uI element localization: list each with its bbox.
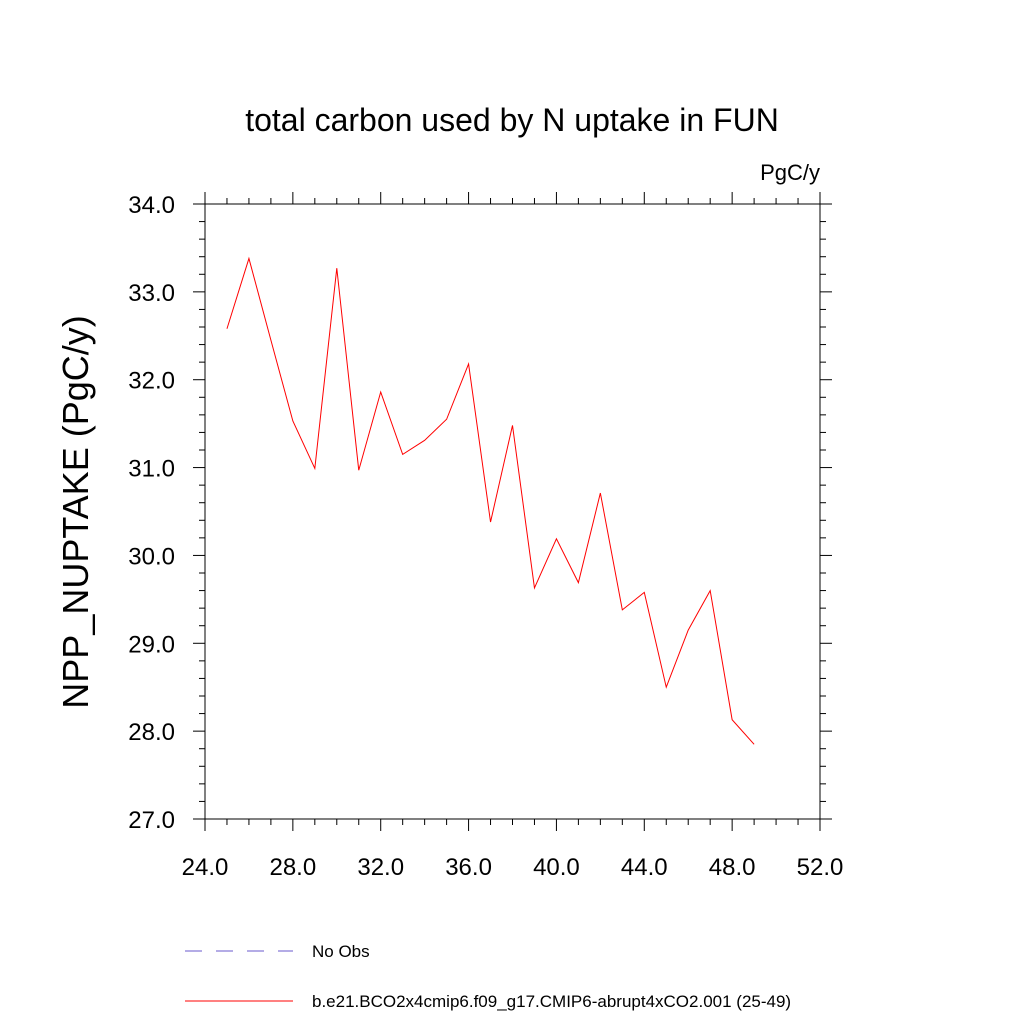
x-tick-label: 40.0	[533, 854, 580, 881]
x-tick-label: 36.0	[445, 854, 492, 881]
x-tick-label: 48.0	[709, 854, 756, 881]
y-tick-label: 30.0	[128, 543, 175, 570]
y-axis-label: NPP_NUPTAKE (PgC/y)	[55, 315, 96, 708]
legend-label: b.e21.BCO2x4cmip6.f09_g17.CMIP6-abrupt4x…	[312, 992, 791, 1011]
y-tick-label: 28.0	[128, 719, 175, 746]
chart-title: total carbon used by N uptake in FUN	[245, 102, 779, 138]
x-tick-label: 52.0	[797, 854, 844, 881]
series-line	[226, 256, 755, 745]
data-series	[226, 256, 755, 745]
y-tick-label: 27.0	[128, 807, 175, 834]
x-tick-labels: 24.0 28.0 32.0 36.0 40.0 44.0 48.0 52.0	[182, 854, 844, 881]
x-tick-label: 24.0	[182, 854, 229, 881]
units-label: PgC/y	[760, 160, 820, 185]
y-tick-labels: 27.0 28.0 29.0 30.0 31.0 32.0 33.0 34.0	[128, 192, 175, 834]
y-tick-label: 33.0	[128, 280, 175, 307]
y-tick-label: 34.0	[128, 192, 175, 219]
y-tick-label: 29.0	[128, 631, 175, 658]
plot-frame	[204, 203, 821, 820]
legend-label: No Obs	[312, 942, 370, 961]
y-tick-label: 32.0	[128, 368, 175, 395]
y-tick-label: 31.0	[128, 456, 175, 483]
legend: No Obs b.e21.BCO2x4cmip6.f09_g17.CMIP6-ab…	[185, 942, 791, 1011]
x-tick-label: 44.0	[621, 854, 668, 881]
x-tick-label: 32.0	[357, 854, 404, 881]
axis-ticks	[193, 192, 832, 831]
x-tick-label: 28.0	[269, 854, 316, 881]
